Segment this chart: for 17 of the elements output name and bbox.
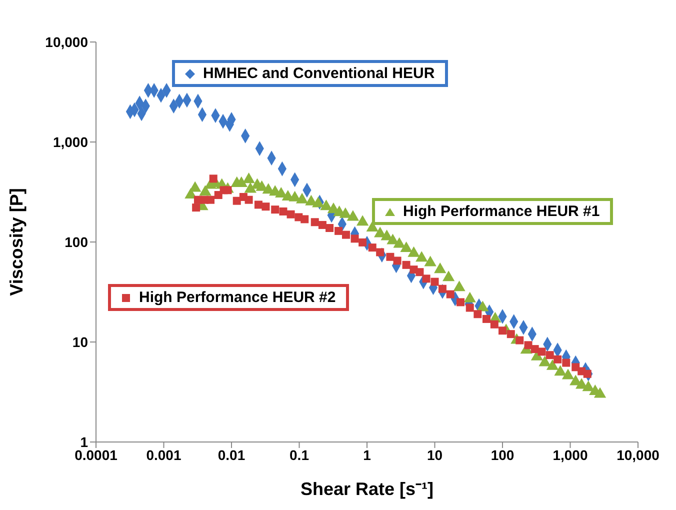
x-tick-label: 10 bbox=[426, 446, 443, 463]
x-tick-label: 0.001 bbox=[146, 446, 182, 463]
y-tick-label: 10,000 bbox=[45, 34, 88, 50]
x-axis-title: Shear Rate [s⁻¹] bbox=[300, 479, 434, 499]
x-tick-label: 100 bbox=[490, 446, 514, 463]
x-tick-label: 10,000 bbox=[616, 446, 660, 463]
legend-label: High Performance HEUR #1 bbox=[403, 203, 600, 220]
legend-label: HMHEC and Conventional HEUR bbox=[203, 65, 435, 82]
y-axis-title: Viscosity [P] bbox=[6, 188, 26, 296]
y-tick-label: 100 bbox=[64, 234, 88, 250]
x-tick-label: 1 bbox=[363, 446, 372, 463]
x-tick-label: 1,000 bbox=[552, 446, 588, 463]
y-tick-label: 1,000 bbox=[52, 134, 88, 150]
x-tick-label: 0.1 bbox=[290, 446, 310, 463]
x-tick-label: 0.01 bbox=[218, 446, 246, 463]
y-tick-label: 10 bbox=[72, 334, 88, 350]
legend-label: High Performance HEUR #2 bbox=[139, 289, 336, 306]
